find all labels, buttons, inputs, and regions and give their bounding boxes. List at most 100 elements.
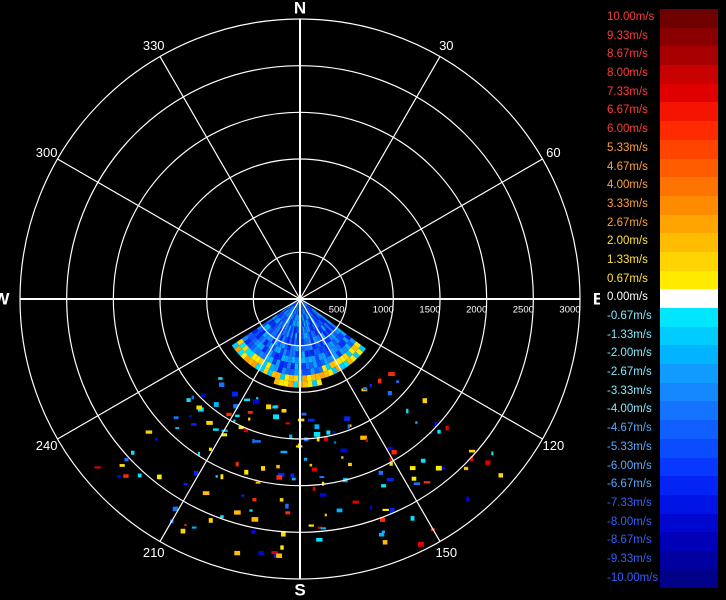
echo-gate [197, 451, 201, 456]
echo-gate [266, 369, 274, 377]
echo-gate [293, 314, 297, 321]
echo-gate [124, 458, 129, 462]
echo-gate [315, 373, 321, 380]
echo-gate [184, 524, 187, 527]
echo-gate [183, 482, 188, 486]
echo-gate [291, 326, 295, 333]
echo-gate [323, 370, 330, 378]
echo-gate [423, 481, 431, 484]
echo-gate [315, 321, 321, 328]
echo-gate [388, 372, 395, 377]
echo-gate [263, 323, 270, 330]
echo-gate [215, 475, 218, 478]
echo-gate [265, 361, 272, 370]
echo-gate [251, 517, 259, 522]
echo-gate [271, 551, 278, 554]
azimuth-spoke [57, 158, 301, 300]
echo-gate [303, 457, 308, 461]
echo-gate [201, 393, 206, 398]
echo-gate [291, 356, 296, 364]
echo-gate [329, 340, 336, 348]
colorbar-entry: 10.00m/s [606, 9, 718, 28]
echo-gate [346, 340, 354, 348]
echo-gate [306, 306, 311, 312]
echo-gate [305, 306, 310, 313]
velocity-colorbar: 10.00m/s 9.33m/s 8.67m/s 8.00m/s 7.33m/s 6.67… [606, 9, 718, 589]
echo-gate [302, 301, 308, 306]
echo-gate [289, 306, 295, 312]
echo-gate [276, 326, 282, 333]
echo-gate [212, 428, 219, 431]
echo-gate [331, 366, 339, 375]
echo-gate [387, 446, 393, 451]
echo-gate [248, 334, 256, 341]
echo-gate [323, 322, 330, 329]
echo-gate [301, 314, 304, 321]
colorbar-label: -1.33m/s [607, 328, 652, 341]
echo-gate [302, 326, 305, 333]
echo-gate [351, 344, 359, 352]
echo-gate [422, 398, 428, 404]
echo-gate [337, 341, 345, 349]
echo-gate [319, 476, 325, 479]
echo-gate [386, 478, 394, 482]
echo-gate [382, 540, 388, 545]
echo-gate [349, 337, 357, 345]
echo-gate [268, 356, 275, 364]
echo-gate [154, 437, 158, 441]
echo-gate [305, 362, 311, 370]
echo-gate [311, 342, 316, 350]
echo-gate [312, 467, 318, 472]
colorbar-entry: 0.00m/s [606, 289, 718, 308]
echo-gate [191, 395, 194, 400]
echo-gate [287, 305, 293, 310]
range-label-2500: 2500 [513, 305, 534, 316]
echo-gate [352, 500, 360, 504]
colorbar-swatch [660, 65, 718, 84]
echo-gate [301, 302, 304, 309]
echo-gate [233, 419, 236, 422]
echo-gate [286, 324, 291, 331]
colorbar-label: -5.33m/s [607, 440, 652, 453]
polar-velocity-chart: 30 60 120 150 210 240 300 330 N S E W 500 1000 1500 200… [0, 0, 600, 600]
echo-gate [292, 350, 296, 358]
echo-gate [188, 415, 192, 418]
echo-gate [317, 526, 323, 529]
echo-gate [257, 357, 265, 366]
colorbar-entry: 5.33m/s [606, 139, 718, 159]
colorbar-label: 8.67m/s [607, 48, 648, 61]
echo-gate [332, 352, 340, 360]
range-label-1000: 1000 [373, 305, 394, 316]
colorbar-label: -4.67m/s [607, 422, 652, 435]
echo-gate [286, 362, 292, 369]
echo-gate [281, 367, 287, 375]
colorbar-swatch [660, 308, 718, 327]
echo-gate [276, 475, 283, 480]
echo-gate [316, 537, 323, 542]
echo-gate [218, 377, 223, 380]
echo-gate [315, 313, 322, 319]
colorbar-swatch [660, 438, 718, 458]
colorbar-entry: 8.00m/s [606, 65, 718, 84]
echo-gate [312, 308, 318, 314]
echo-gate [307, 305, 313, 310]
echo-gate [308, 331, 313, 338]
echo-gate [257, 350, 265, 358]
echo-gate [300, 326, 303, 334]
echo-gate [468, 449, 476, 453]
echo-gate [316, 360, 322, 368]
echo-gate [292, 381, 298, 388]
echo-gate [296, 320, 299, 327]
echo-gate [276, 319, 283, 326]
range-label-3000: 3000 [559, 305, 580, 316]
colorbar-entry: -0.67m/s [606, 308, 718, 327]
echo-gate [289, 368, 295, 376]
echo-gate [220, 474, 224, 480]
colorbar-swatch [660, 513, 718, 533]
echo-gate [319, 371, 326, 379]
echo-gate [338, 348, 346, 356]
echo-gate [272, 316, 279, 322]
echo-gate [276, 311, 283, 317]
echo-gate [271, 314, 278, 320]
colorbar-label: -9.33m/s [607, 552, 652, 565]
